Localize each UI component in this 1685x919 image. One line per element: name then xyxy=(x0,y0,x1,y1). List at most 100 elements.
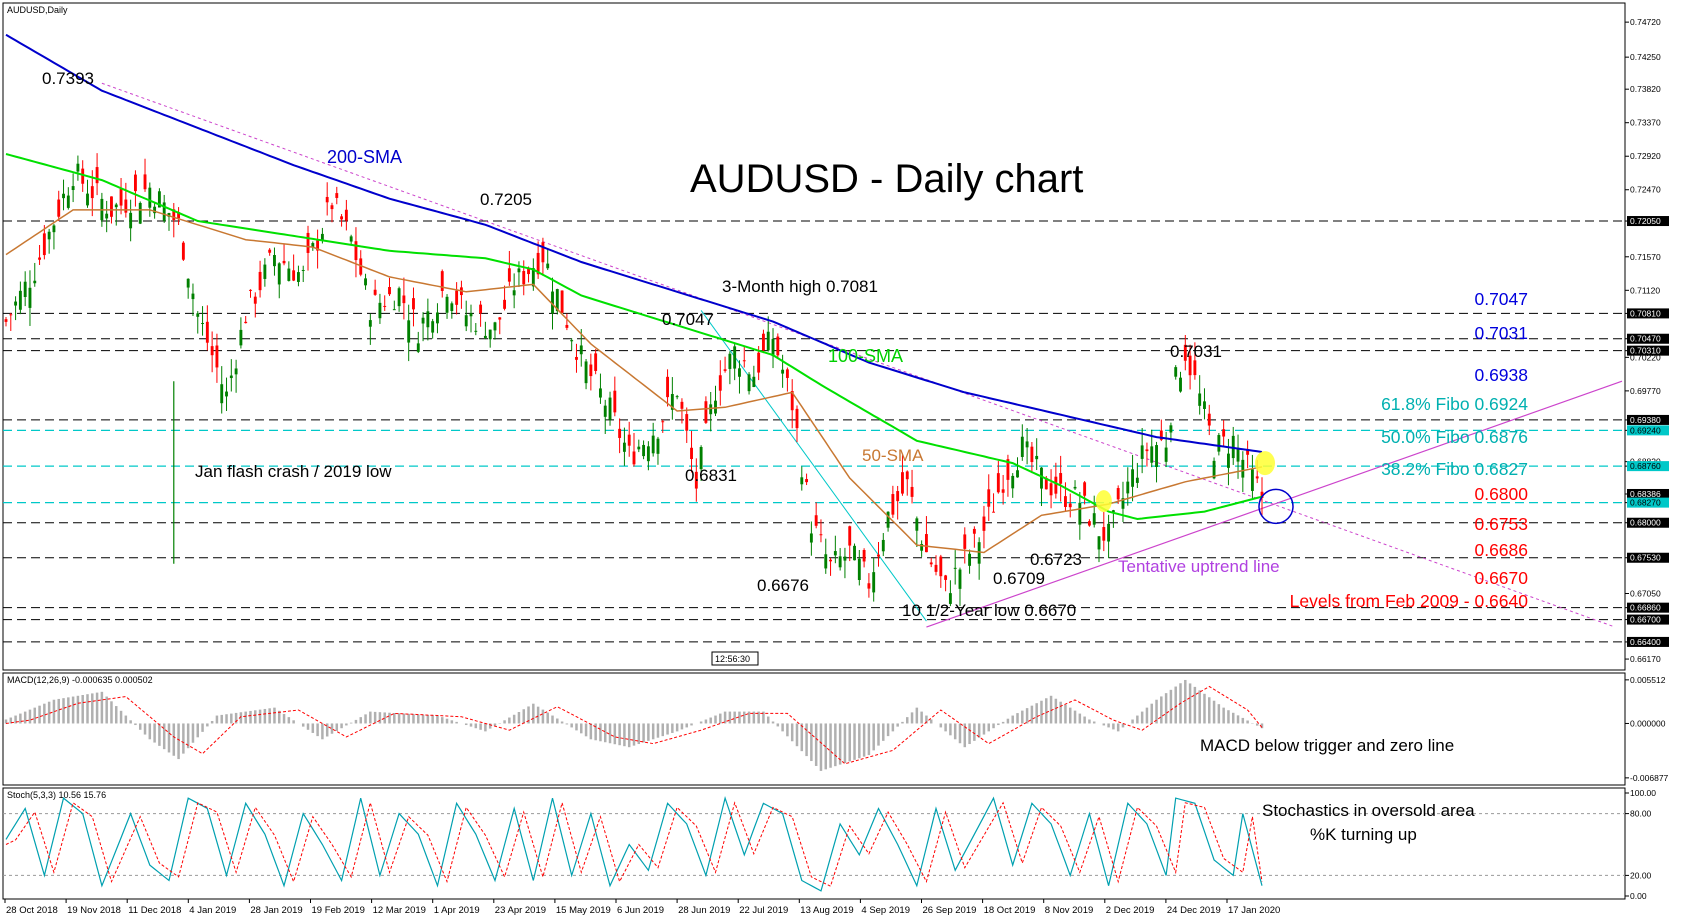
candle-body xyxy=(944,575,948,580)
stoch-note-1: Stochastics in oversold area xyxy=(1262,801,1475,820)
label-0-6709: 0.6709 xyxy=(993,569,1045,588)
y-tick-box xyxy=(1627,216,1669,227)
candle-body xyxy=(397,288,401,307)
candle-body xyxy=(1073,486,1077,489)
x-tick-label: 22 Jul 2019 xyxy=(739,905,788,916)
candle-body xyxy=(1054,476,1058,494)
candle-body xyxy=(1227,453,1230,468)
y-tick-label: 0.68270 xyxy=(1630,498,1661,508)
candle-body xyxy=(948,593,952,604)
candle-body xyxy=(694,471,698,489)
candle-body xyxy=(239,329,243,346)
highlight-circle xyxy=(1258,488,1294,525)
macd-tick-label: -0.006877 xyxy=(1630,773,1669,783)
candle-body xyxy=(47,231,51,240)
y-tick-label: 0.74250 xyxy=(1630,52,1661,62)
y-tick-box xyxy=(1627,308,1669,319)
candle-body xyxy=(344,209,348,221)
y-tick-label: 0.71120 xyxy=(1630,285,1660,295)
markers xyxy=(1095,451,1294,525)
y-tick-label: 0.68760 xyxy=(1630,461,1661,471)
candle-body xyxy=(426,311,430,328)
candle-body xyxy=(349,236,353,242)
candle-body xyxy=(570,340,574,342)
candle-body xyxy=(1040,467,1043,489)
y-tick-label: 0.70470 xyxy=(1630,334,1661,344)
candle-body xyxy=(603,405,607,417)
candle-body xyxy=(114,204,118,208)
candle-body xyxy=(632,451,636,465)
candle-body xyxy=(761,333,765,351)
y-tick-label: 0.68386 xyxy=(1630,489,1661,499)
stoch-d-line xyxy=(5,800,1263,887)
candle-body xyxy=(57,199,61,217)
candle-body xyxy=(1145,449,1149,452)
candle-body xyxy=(440,271,444,291)
y-tick-label: 0.72920 xyxy=(1630,151,1661,161)
candle-body xyxy=(646,446,650,462)
candle-body xyxy=(210,346,214,356)
candle-body xyxy=(800,477,804,485)
candle-body xyxy=(1188,355,1192,376)
y-tick-box xyxy=(1627,345,1669,356)
moving-averages xyxy=(5,33,1263,554)
candle-body xyxy=(1121,498,1125,509)
candle-body xyxy=(14,301,18,306)
candle-body xyxy=(263,264,267,279)
candle-body xyxy=(896,491,900,502)
candle-body xyxy=(996,473,1000,493)
y-tick-label: 0.69240 xyxy=(1630,425,1661,435)
candle-body xyxy=(1030,446,1034,463)
candle-body xyxy=(277,263,281,285)
sma100-line xyxy=(5,153,1263,521)
candle-body xyxy=(637,446,641,450)
candle-body xyxy=(1044,477,1048,490)
candle-body xyxy=(819,534,823,536)
candle-body xyxy=(124,199,128,213)
stoch-panel xyxy=(2,787,1626,900)
candle-body xyxy=(364,278,367,286)
candle-body xyxy=(728,353,732,369)
candle-body xyxy=(253,296,257,304)
candle-body xyxy=(992,511,995,513)
symbol-label: AUDUSD,Daily xyxy=(7,5,68,15)
time-badge-box xyxy=(711,651,759,666)
x-tick-label: 28 Jan 2019 xyxy=(250,905,302,916)
candle-body xyxy=(1246,449,1250,455)
macd-panel xyxy=(2,672,1626,786)
candle-body xyxy=(1174,367,1178,377)
candle-body xyxy=(512,290,516,296)
candle-body xyxy=(795,408,799,429)
candle-body xyxy=(531,268,535,287)
candle-body xyxy=(848,526,852,546)
candle-body xyxy=(287,268,291,281)
candle-body xyxy=(62,193,65,199)
y-tick-box xyxy=(1627,414,1669,425)
candle-body xyxy=(541,242,545,263)
candle-body xyxy=(747,374,751,392)
candle-body xyxy=(594,353,598,371)
x-tick-label: 19 Feb 2019 xyxy=(312,905,365,916)
candle-body xyxy=(330,205,334,210)
candle-body xyxy=(829,559,832,562)
candle-body xyxy=(273,255,276,267)
candle-body xyxy=(90,186,94,199)
candle-body xyxy=(86,193,89,206)
candle-body xyxy=(354,241,358,261)
candle-body xyxy=(1126,481,1130,494)
candle-body xyxy=(1092,513,1096,525)
candle-body xyxy=(599,388,602,398)
candle-body xyxy=(201,322,204,324)
candle-body xyxy=(1241,459,1245,478)
candle-body xyxy=(388,287,391,295)
candle-body xyxy=(1150,446,1154,463)
candle-body xyxy=(18,290,22,310)
right-level-label: Levels from Feb 2009 - 0.6640 xyxy=(1290,591,1529,611)
label-uptrend: Tentative uptrend line xyxy=(1118,557,1280,576)
candle-body xyxy=(934,564,938,572)
candle-body xyxy=(244,321,248,324)
candle-body xyxy=(666,376,669,398)
candle-body xyxy=(1102,527,1106,541)
candle-body xyxy=(901,472,904,494)
candle-body xyxy=(785,369,789,378)
